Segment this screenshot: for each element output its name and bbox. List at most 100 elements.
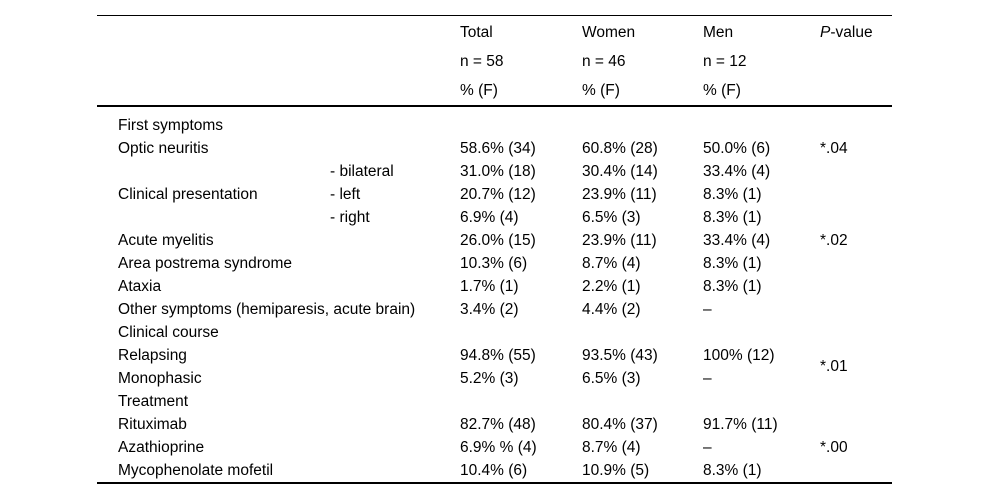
cell-women (582, 390, 703, 413)
cell-sublabel (330, 275, 460, 298)
column-header-men: Men n = 12 % (F) (703, 15, 820, 107)
cell-label: Mycophenolate mofetil (118, 461, 274, 479)
cell-women: 10.9% (5) (582, 461, 650, 479)
cell-sublabel: - right (330, 208, 370, 226)
cell-women: 2.2% (1) (582, 277, 641, 295)
table-row: Area postrema syndrome 10.3% (6) 8.7% (4) 8… (97, 252, 892, 275)
cell-pvalue (820, 252, 892, 275)
cell-total: 58.6% (34) (460, 139, 536, 157)
header-sublabel-spacer (330, 15, 460, 107)
table-row: - right 6.9% (4) 6.5% (3) 8.3% (1) (97, 206, 892, 229)
cell-label: Relapsing (118, 346, 187, 364)
cell-label: Area postrema syndrome (118, 254, 293, 272)
cell-pvalue: *.02 (820, 231, 848, 249)
table-header: Total n = 58 % (F) Women n = 46 % (F) Me… (97, 15, 892, 107)
cell-men: 50.0% (6) (703, 139, 771, 157)
cell-total (460, 390, 582, 413)
header-row: Total n = 58 % (F) Women n = 46 % (F) Me… (97, 15, 892, 107)
cell-pvalue (820, 206, 892, 229)
table-row: Clinical course (97, 321, 892, 344)
cell-label (97, 160, 330, 183)
cell-sublabel (330, 344, 460, 367)
cell-men: 8.3% (1) (703, 208, 762, 226)
cell-label: Optic neuritis (118, 139, 209, 157)
cell-label: Acute myelitis (118, 231, 214, 249)
cell-men (703, 106, 820, 137)
cell-women (582, 106, 703, 137)
cell-men: – (703, 369, 712, 387)
cell-total: 5.2% (3) (460, 369, 519, 387)
column-header-pvalue: P-value (820, 15, 892, 107)
table-body: First symptoms Optic neuritis 58.6% (34) 60… (97, 106, 892, 483)
cell-total: 94.8% (55) (460, 346, 536, 364)
cell-label: First symptoms (118, 116, 224, 134)
cell-men: – (703, 438, 712, 456)
cell-women: 30.4% (14) (582, 162, 658, 180)
cell-label: Ataxia (118, 277, 162, 295)
cell-total: 6.9% (4) (460, 208, 519, 226)
cell-pvalue: *.01 (820, 358, 848, 376)
men-n: n = 12 (703, 53, 747, 70)
pvalue-title: P-value (820, 18, 892, 47)
table-row: Monophasic 5.2% (3) 6.5% (3) – (97, 367, 892, 390)
table-row: Optic neuritis 58.6% (34) 60.8% (28) 50.0% … (97, 137, 892, 160)
cell-label: Rituximab (118, 415, 187, 433)
cell-men (703, 390, 820, 413)
cell-women: 23.9% (11) (582, 231, 657, 249)
cell-sublabel: - bilateral (330, 162, 394, 180)
cell-sublabel (330, 252, 460, 275)
cell-women: 4.4% (2) (582, 300, 641, 318)
table-row: Relapsing 94.8% (55) 93.5% (43) 100% (12) *.… (97, 344, 892, 376)
cell-women (582, 321, 703, 344)
cell-pvalue (820, 183, 892, 206)
table-row: - bilateral 31.0% (18) 30.4% (14) 33.4% (4) (97, 160, 892, 183)
cell-men: 33.4% (4) (703, 162, 771, 180)
cell-men: – (703, 300, 712, 318)
cell-total (460, 321, 582, 344)
cell-total: 82.7% (48) (460, 415, 536, 433)
cell-total: 3.4% (2) (460, 300, 519, 318)
clinical-statistics-table: Total n = 58 % (F) Women n = 46 % (F) Me… (97, 15, 892, 484)
cell-pvalue (820, 160, 892, 183)
cell-women: 8.7% (4) (582, 254, 641, 272)
table-row: Azathioprine 6.9% % (4) 8.7% (4) – *.00 (97, 436, 892, 459)
cell-sublabel (330, 321, 460, 344)
cell-label: Clinical presentation (118, 185, 258, 203)
cell-label: Clinical course (118, 323, 219, 341)
total-unit: % (F) (460, 82, 498, 99)
cell-total: 10.4% (6) (460, 461, 528, 479)
men-title: Men (703, 24, 734, 41)
cell-pvalue (820, 459, 892, 483)
cell-label: Monophasic (118, 369, 202, 387)
cell-sublabel (330, 137, 460, 160)
cell-total: 6.9% % (4) (460, 438, 537, 456)
cell-total: 31.0% (18) (460, 162, 536, 180)
cell-pvalue (820, 413, 892, 436)
table-row: Rituximab 82.7% (48) 80.4% (37) 91.7% (11) (97, 413, 892, 436)
table-row: Treatment (97, 390, 892, 413)
cell-sublabel (330, 390, 460, 413)
cell-sublabel (330, 229, 460, 252)
table-row: First symptoms (97, 106, 892, 137)
cell-women: 6.5% (3) (582, 208, 641, 226)
cell-sublabel (330, 413, 460, 436)
cell-sublabel: - left (330, 185, 361, 203)
cell-women: 8.7% (4) (582, 438, 641, 456)
cell-women: 93.5% (43) (582, 346, 658, 364)
cell-sublabel (330, 367, 460, 390)
cell-men: 91.7% (11) (703, 415, 778, 433)
column-header-women: Women n = 46 % (F) (582, 15, 703, 107)
cell-pvalue (820, 106, 892, 137)
header-label-spacer (97, 15, 330, 107)
women-n: n = 46 (582, 53, 626, 70)
men-unit: % (F) (703, 82, 741, 99)
column-header-total: Total n = 58 % (F) (460, 15, 582, 107)
cell-women: 60.8% (28) (582, 139, 658, 157)
total-title: Total (460, 24, 493, 41)
cell-men: 8.3% (1) (703, 461, 762, 479)
cell-sublabel (330, 106, 460, 137)
cell-label: Other symptoms (hemiparesis, acute brain… (118, 300, 416, 318)
cell-women: 80.4% (37) (582, 415, 658, 433)
pvalue-title-italic-p: P (820, 24, 831, 41)
